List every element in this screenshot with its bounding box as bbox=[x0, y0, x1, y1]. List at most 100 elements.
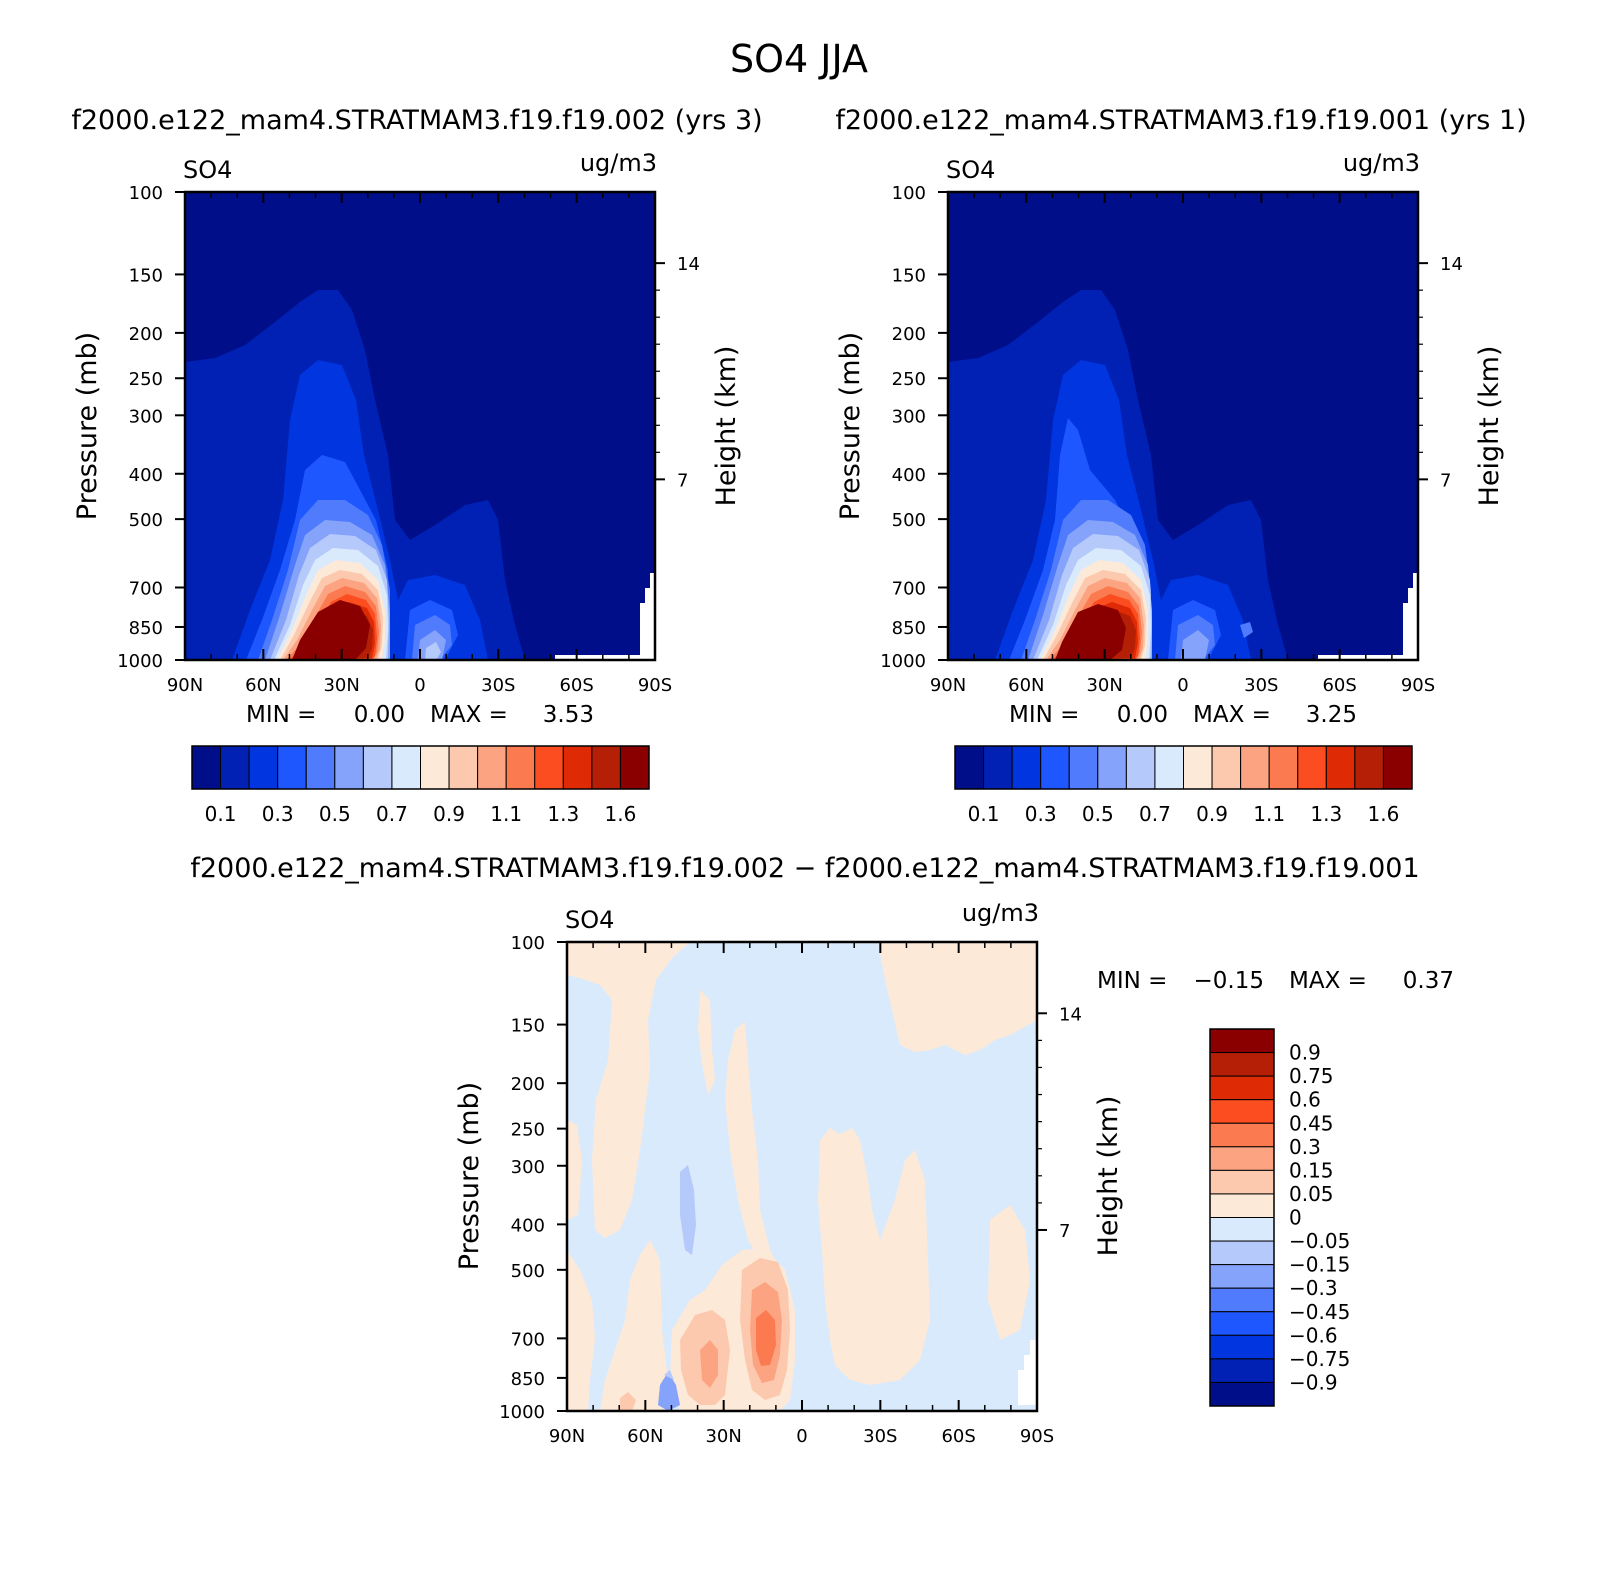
colorbar-label: 0.15 bbox=[1289, 1158, 1334, 1182]
colorbar-swatch bbox=[191, 745, 222, 790]
y-tick-label: 200 bbox=[511, 1074, 545, 1095]
colorbar-label: 0.5 bbox=[319, 802, 351, 826]
colorbar-swatch bbox=[1325, 745, 1356, 790]
colorbar-swatch bbox=[1382, 745, 1413, 790]
colorbar-swatch bbox=[477, 745, 507, 790]
x-tick-label: 90N bbox=[930, 675, 966, 696]
colorbar-swatch bbox=[1209, 1334, 1275, 1360]
colorbar-swatch bbox=[1209, 1240, 1275, 1266]
colorbar-label: −0.6 bbox=[1289, 1323, 1338, 1347]
x-tick-label: 0 bbox=[1177, 675, 1188, 696]
y-tick-label: 400 bbox=[129, 465, 163, 486]
colorbar-swatch bbox=[1209, 1264, 1275, 1289]
colorbar-swatch bbox=[1211, 745, 1242, 790]
case2-min-value: 0.00 bbox=[1117, 702, 1168, 728]
colorbar-label: 0.9 bbox=[1196, 802, 1228, 826]
y-tick-label: 850 bbox=[129, 618, 163, 639]
x-tick-label: 60S bbox=[559, 675, 593, 696]
x-tick-label: 0 bbox=[796, 1426, 807, 1447]
colorbar-swatch bbox=[1040, 745, 1070, 790]
colorbar-swatch bbox=[1209, 1193, 1275, 1218]
colorbar-frame bbox=[954, 745, 1413, 790]
x-tick-label: 30N bbox=[705, 1426, 741, 1447]
y-tick-label: 250 bbox=[511, 1120, 545, 1141]
colorbar-swatch bbox=[1068, 745, 1099, 790]
colorbar-swatch bbox=[1209, 1358, 1275, 1383]
colorbar-swatch bbox=[1209, 1099, 1275, 1124]
colorbar-swatch bbox=[619, 745, 650, 790]
case1-units-label: ug/m3 bbox=[580, 149, 657, 177]
x-tick-label: 30S bbox=[863, 1426, 897, 1447]
colorbar-label: 0.9 bbox=[1289, 1041, 1321, 1065]
colorbar-swatch bbox=[1209, 1052, 1275, 1077]
diff-max-label: MAX = bbox=[1289, 968, 1367, 994]
y-tick-label: 500 bbox=[892, 510, 926, 531]
case2-max-value: 3.25 bbox=[1306, 702, 1357, 728]
y-tick-label: 700 bbox=[892, 579, 926, 600]
x-tick-label: 60S bbox=[1322, 675, 1356, 696]
colorbar-swatch bbox=[1209, 1122, 1275, 1148]
colorbar-label: 0.3 bbox=[262, 802, 294, 826]
y-tick-label: 100 bbox=[129, 183, 163, 204]
colorbar-swatch bbox=[1097, 745, 1127, 790]
diff-title: f2000.e122_mam4.STRATMAM3.f19.f19.002 − … bbox=[190, 853, 1419, 884]
colorbar-swatch bbox=[420, 745, 450, 790]
diff-contour-field bbox=[567, 942, 1037, 1411]
colorbar-label: 0.5 bbox=[1082, 802, 1114, 826]
colorbar-swatch bbox=[220, 745, 250, 790]
case1-min-label: MIN = bbox=[246, 702, 316, 728]
case2-units-label: ug/m3 bbox=[1343, 149, 1420, 177]
case1-max-label: MAX = bbox=[430, 702, 508, 728]
x-tick-label: 90S bbox=[1020, 1426, 1054, 1447]
x-tick-label: 30S bbox=[481, 675, 515, 696]
y-tick-label: 250 bbox=[129, 369, 163, 390]
colorbar-swatch bbox=[1209, 1028, 1275, 1054]
colorbar-label: −0.75 bbox=[1289, 1347, 1350, 1371]
diff-min-label: MIN = bbox=[1097, 968, 1167, 994]
x-tick-label: 30S bbox=[1244, 675, 1278, 696]
colorbar-label: 0.45 bbox=[1289, 1111, 1334, 1135]
right-tick-label: 7 bbox=[1440, 470, 1451, 491]
colorbar-swatch bbox=[1209, 1169, 1275, 1195]
y-tick-label: 300 bbox=[511, 1157, 545, 1178]
diff-colorbar: 0.90.750.60.450.30.150.050−0.05−0.15−0.3… bbox=[1209, 1028, 1350, 1407]
diff-panel: 90N 60N 30N 0 30S 60S 90S 100 150 200 250 300 400 500… bbox=[454, 899, 1454, 1447]
x-tick-label: 30N bbox=[323, 675, 359, 696]
colorbar-label: 1.6 bbox=[605, 802, 637, 826]
y-tick-label: 100 bbox=[892, 183, 926, 204]
colorbar-swatch bbox=[1354, 745, 1384, 790]
diff-axes: 90N 60N 30N 0 30S 60S 90S 100 150 200 250 300 400 500… bbox=[499, 933, 1082, 1447]
colorbar-swatch bbox=[305, 745, 336, 790]
case2-right-axis-label: Height (km) bbox=[1474, 346, 1505, 507]
y-tick-label: 150 bbox=[892, 265, 926, 286]
x-tick-label: 90S bbox=[638, 675, 672, 696]
x-tick-label: 60N bbox=[245, 675, 281, 696]
right-tick-label: 14 bbox=[1440, 254, 1463, 275]
case1-max-value: 3.53 bbox=[543, 702, 594, 728]
colorbar-swatch bbox=[248, 745, 279, 790]
y-tick-label: 1000 bbox=[499, 1402, 545, 1423]
colorbar-swatch bbox=[954, 745, 985, 790]
right-tick-label: 7 bbox=[1059, 1221, 1070, 1242]
y-tick-label: 500 bbox=[129, 510, 163, 531]
colorbar-label: −0.9 bbox=[1289, 1370, 1338, 1394]
colorbar-label: 1.1 bbox=[1253, 802, 1285, 826]
y-tick-label: 150 bbox=[511, 1016, 545, 1037]
diff-right-axis-label: Height (km) bbox=[1093, 1096, 1124, 1257]
x-tick-label: 60N bbox=[627, 1426, 663, 1447]
y-tick-label: 300 bbox=[129, 406, 163, 427]
figure-title: SO4 JJA bbox=[730, 37, 868, 81]
colorbar-label: 0.3 bbox=[1025, 802, 1057, 826]
case2-min-label: MIN = bbox=[1009, 702, 1079, 728]
case1-panel: 90N 60N 30N 0 30S 60S 90S 100 150 200 250 300 400 500… bbox=[72, 149, 742, 826]
right-tick-label: 14 bbox=[677, 254, 700, 275]
colorbar-label: −0.05 bbox=[1289, 1229, 1350, 1253]
colorbar-swatch bbox=[534, 745, 564, 790]
colorbar-label: 0.7 bbox=[1139, 802, 1171, 826]
y-tick-label: 150 bbox=[129, 265, 163, 286]
colorbar-frame bbox=[191, 745, 650, 790]
case1-contour-field bbox=[185, 192, 655, 660]
y-tick-label: 400 bbox=[892, 465, 926, 486]
right-tick-label: 14 bbox=[1059, 1004, 1082, 1025]
